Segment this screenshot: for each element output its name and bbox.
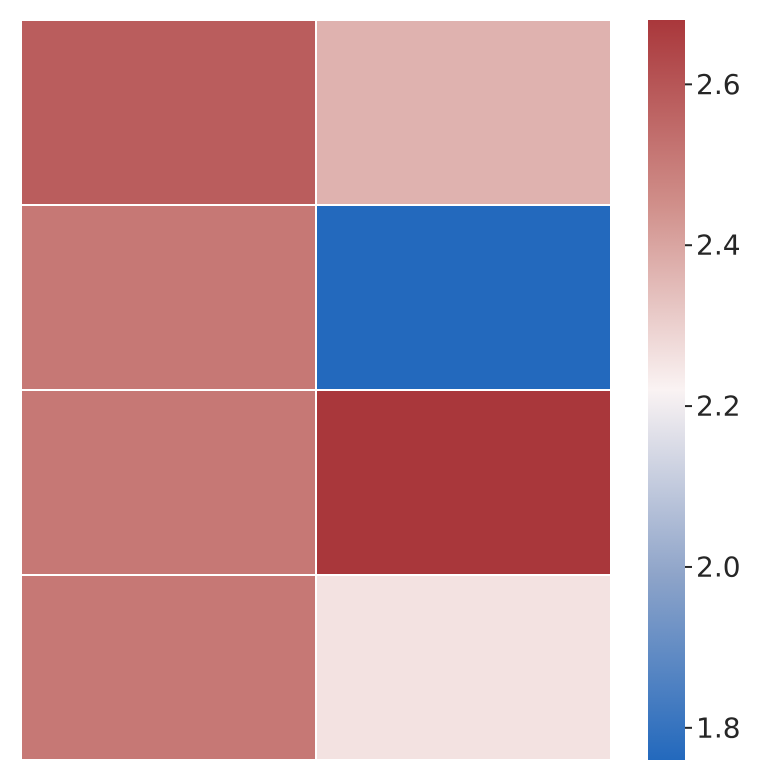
colorbar-tick-label: 2.6 [696,68,741,101]
heatmap-cell-r1-c1 [315,204,612,391]
colorbar-tick-label: 2.0 [696,550,741,583]
colorbar-tick-label: 2.4 [696,229,741,262]
colorbar-tick-label: 2.2 [696,390,741,423]
heatmap-cell-r2-c0 [20,389,317,576]
colorbar-tick-label: 1.8 [696,711,741,744]
colorbar-ticks: 1.8 2.0 2.2 2.4 2.6 [685,68,741,744]
heatmap-cell-r0-c1 [315,19,612,206]
heatmap-cell-r2-c1 [315,389,612,576]
heatmap-cell-r0-c0 [20,19,317,206]
heatmap-cells [20,19,612,761]
colorbar-scale [648,20,685,760]
heatmap-cell-r3-c1 [315,574,612,761]
heatmap-cell-r1-c0 [20,204,317,391]
colorbar: 1.8 2.0 2.2 2.4 2.6 [648,20,741,760]
heatmap-cell-r3-c0 [20,574,317,761]
